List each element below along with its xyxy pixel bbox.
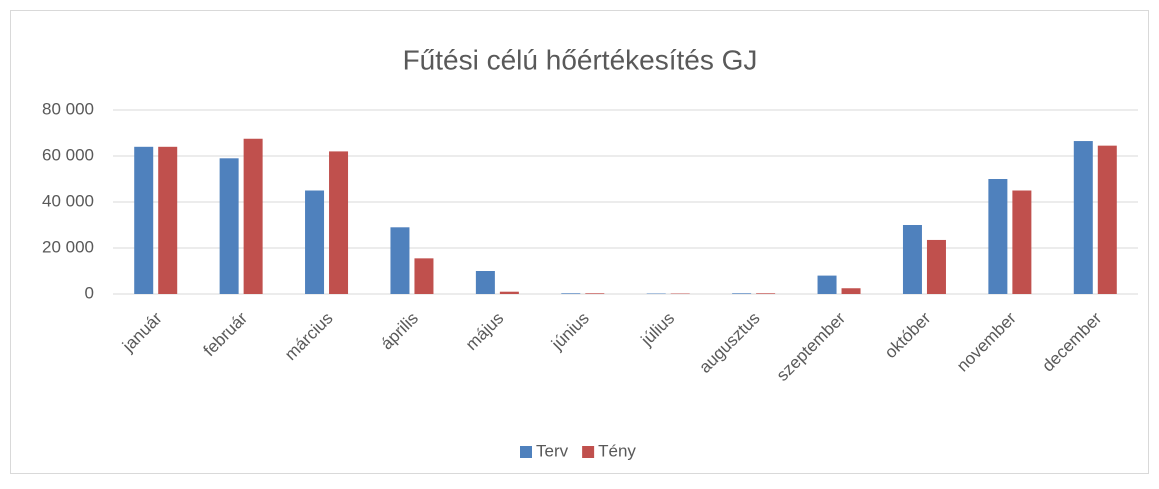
bar [500, 292, 519, 294]
bar [414, 258, 433, 294]
y-tick-label: 60 000 [42, 145, 94, 164]
bar [927, 240, 946, 294]
bar [561, 293, 580, 294]
y-tick-label: 80 000 [42, 99, 94, 118]
legend-swatch [582, 446, 594, 458]
bar [476, 271, 495, 294]
bar [585, 293, 604, 294]
bar [1098, 146, 1117, 294]
y-tick-label: 20 000 [42, 237, 94, 256]
bar [158, 147, 177, 294]
bar [818, 276, 837, 294]
bar [903, 225, 922, 294]
bar [756, 293, 775, 294]
bar [244, 139, 263, 294]
legend-label: Tény [598, 441, 636, 460]
y-tick-label: 0 [85, 283, 94, 302]
bar [842, 288, 861, 294]
bar [1074, 141, 1093, 294]
bar [329, 151, 348, 294]
bar [988, 179, 1007, 294]
chart-border [11, 11, 1149, 474]
bar [134, 147, 153, 294]
bar [390, 227, 409, 294]
y-tick-label: 40 000 [42, 191, 94, 210]
bar [732, 293, 751, 294]
legend-label: Terv [536, 441, 569, 460]
bar [220, 158, 239, 294]
bar [305, 191, 324, 295]
legend-swatch [520, 446, 532, 458]
bar [1012, 191, 1031, 295]
chart-title: Fűtési célú hőértékesítés GJ [403, 44, 758, 75]
